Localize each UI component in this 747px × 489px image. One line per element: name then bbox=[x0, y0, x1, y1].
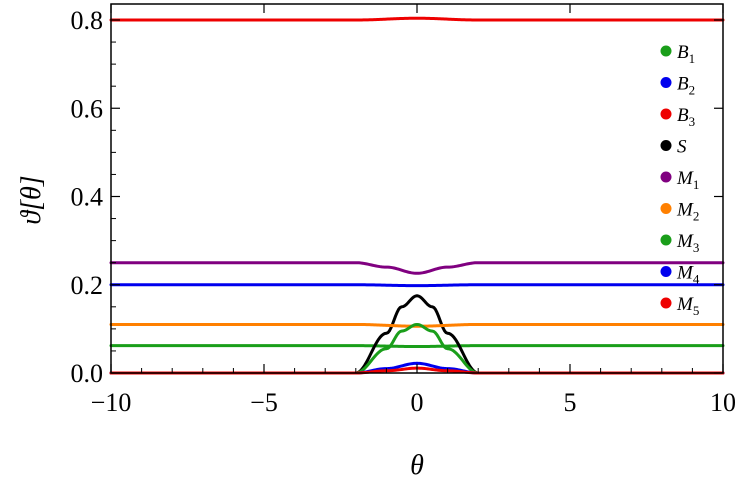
x-tick-label: 5 bbox=[564, 388, 577, 417]
y-tick-label: 0.8 bbox=[71, 6, 104, 35]
y-axis-label: ϑ[θ] bbox=[16, 175, 47, 224]
legend-marker bbox=[660, 108, 672, 120]
legend-label: M2 bbox=[676, 200, 699, 224]
legend-item-m3: M3 bbox=[660, 231, 699, 255]
y-tick-label: 0.6 bbox=[71, 94, 104, 123]
y-tick-label: 0.4 bbox=[71, 183, 104, 212]
legend-label: S bbox=[677, 137, 687, 158]
series-line-b1 bbox=[109, 344, 725, 349]
series-lines bbox=[109, 16, 725, 375]
plot-frame bbox=[110, 3, 724, 374]
legend-label: M1 bbox=[676, 168, 699, 192]
legend-item-b2: B2 bbox=[660, 74, 695, 98]
legend-label: M4 bbox=[676, 263, 700, 287]
legend-item-s: S bbox=[660, 137, 687, 158]
legend-label: B3 bbox=[677, 105, 695, 129]
legend-label: B2 bbox=[677, 74, 695, 98]
x-tick-label: −5 bbox=[250, 388, 278, 417]
legend-item-m4: M4 bbox=[660, 263, 700, 287]
series-line-b2 bbox=[109, 283, 725, 288]
axis-ticks: −10 −5 0 5 10 0.0 0.2 0.4 0.6 0.8 bbox=[71, 4, 736, 417]
legend-label: B1 bbox=[677, 42, 695, 66]
legend: B1 B2 B3 S M1 M2 M3 M4 M5 bbox=[660, 42, 700, 318]
series-line-s bbox=[109, 294, 725, 375]
legend-marker bbox=[660, 77, 672, 88]
legend-marker bbox=[660, 297, 672, 309]
legend-item-m5: M5 bbox=[660, 294, 699, 318]
x-axis-label: θ bbox=[410, 450, 424, 481]
legend-label: M3 bbox=[676, 231, 699, 255]
legend-marker bbox=[660, 266, 672, 277]
series-line-m1 bbox=[109, 261, 725, 275]
legend-marker bbox=[660, 234, 672, 246]
legend-item-b3: B3 bbox=[660, 105, 695, 129]
legend-marker bbox=[660, 45, 672, 57]
plot-frame-rect bbox=[110, 3, 724, 374]
legend-marker bbox=[660, 203, 672, 214]
series-line-b3 bbox=[109, 16, 725, 22]
legend-marker bbox=[660, 171, 672, 183]
x-tick-label: −10 bbox=[91, 388, 132, 417]
y-tick-label: 0.0 bbox=[71, 359, 104, 388]
series-line-m2 bbox=[109, 322, 725, 328]
x-tick-label: 0 bbox=[411, 388, 424, 417]
legend-marker bbox=[660, 140, 672, 151]
legend-item-m2: M2 bbox=[660, 200, 699, 224]
legend-item-b1: B1 bbox=[660, 42, 695, 66]
x-tick-label: 10 bbox=[710, 388, 736, 417]
y-tick-label: 0.2 bbox=[71, 271, 104, 300]
legend-label: M5 bbox=[676, 294, 699, 318]
legend-item-m1: M1 bbox=[660, 168, 699, 192]
